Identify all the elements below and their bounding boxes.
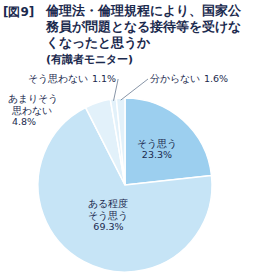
value-label: 1.1% (92, 73, 116, 84)
value-label: 69.3% (93, 221, 123, 232)
pie-slice (116, 98, 125, 185)
category-label: あまりそう思わない (8, 93, 58, 116)
category-line: そう思う (88, 210, 128, 221)
slices (38, 98, 212, 272)
category-label: そう思わない (28, 73, 88, 84)
category-line: あまりそう (8, 93, 58, 104)
category-line: そう思う (137, 138, 177, 149)
chart-svg: そう思う23.3%ある程度そう思う69.3%あまりそう思わない4.8%そう思わな… (0, 0, 254, 280)
leader-line (121, 79, 148, 100)
category-label: 分からない (150, 73, 200, 84)
data-labels: そう思う23.3%ある程度そう思う69.3%あまりそう思わない4.8%そう思わな… (8, 73, 228, 232)
category-label: ある程度そう思う (88, 198, 128, 221)
leader-line (114, 79, 119, 101)
title: 倫理法・倫理規程により、国家公務員が問題となる接待等を受けなくなったと思うか (46, 3, 242, 51)
value-label: 4.8% (12, 116, 36, 127)
value-label: 1.6% (204, 73, 228, 84)
category-label: そう思う (137, 138, 177, 149)
pie-slice (125, 98, 211, 185)
category-line: ある程度 (88, 198, 128, 209)
subtitle: (有識者モニター) (46, 52, 133, 67)
value-label: 23.3% (142, 149, 172, 160)
category-line: 思わない (11, 105, 52, 116)
pie-slice (110, 98, 125, 185)
figure-label: [図9] (3, 4, 34, 21)
